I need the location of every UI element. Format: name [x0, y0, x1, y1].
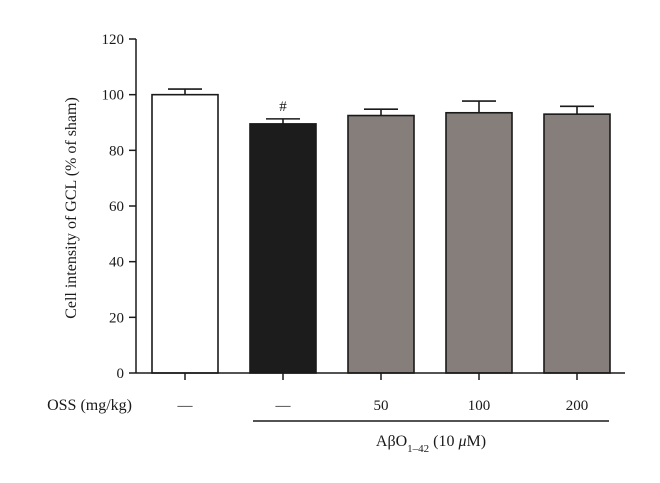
y-tick-label: 0: [117, 366, 125, 382]
x-category-label: —: [275, 398, 292, 414]
y-tick-label: 60: [109, 199, 124, 215]
bar: [445, 111, 513, 374]
bar: [249, 123, 317, 374]
x-row-label: OSS (mg/kg): [47, 397, 132, 414]
x-category-label: 50: [374, 398, 389, 414]
x-category-label: —: [177, 398, 194, 414]
y-tick-label: 20: [109, 310, 124, 326]
y-axis: 0 20 40 60 80 100 120: [102, 32, 137, 382]
y-tick-label: 100: [102, 88, 125, 104]
y-tick-label: 40: [109, 255, 124, 271]
x-category-label: 100: [468, 398, 491, 414]
bar: [151, 93, 219, 374]
group-label: AβO1–42 (10 μM): [376, 433, 486, 455]
bars: #: [151, 88, 611, 374]
y-axis-label: Cell intensity of GCL (% of sham): [63, 97, 80, 319]
significance-marker: #: [279, 99, 287, 115]
bar: [347, 114, 415, 374]
x-category-label: 200: [566, 398, 589, 414]
bar: [543, 113, 611, 374]
x-axis: — — 50 100 200: [136, 372, 625, 414]
y-tick-label: 80: [109, 143, 124, 159]
y-tick-label: 120: [102, 32, 125, 48]
